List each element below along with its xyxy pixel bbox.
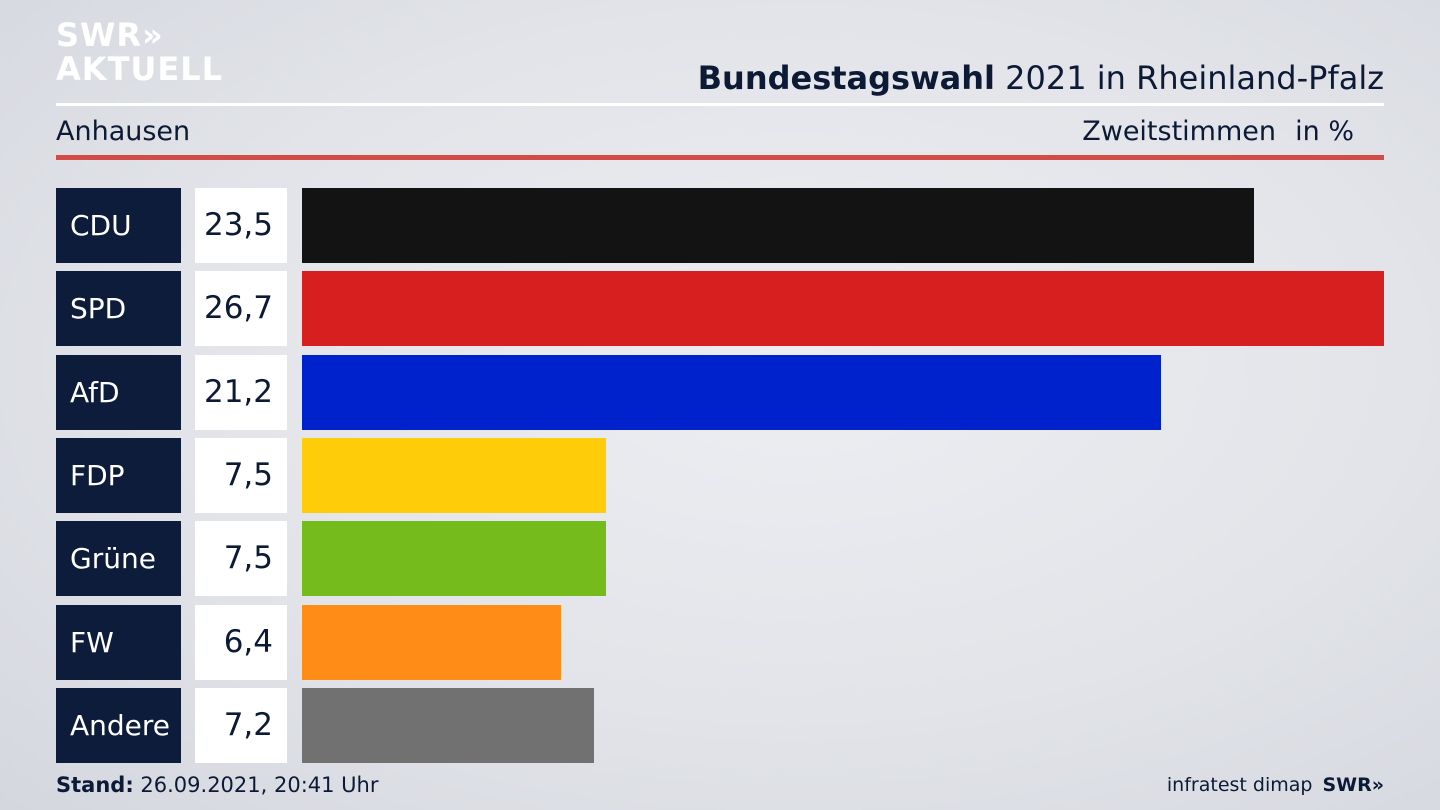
logo-line-aktuell: AKTUELL: [56, 50, 224, 88]
bar: [302, 438, 606, 513]
swr-aktuell-logo: SWR» AKTUELL: [56, 18, 226, 90]
party-label: Grüne: [56, 521, 181, 596]
bar-row: SPD 26,7: [0, 271, 1440, 346]
page-title: Bundestagswahl 2021 in Rheinland-Pfalz: [698, 56, 1384, 100]
source-credit: infratest dimap SWR»: [1167, 771, 1384, 799]
party-label: FW: [56, 605, 181, 680]
bar: [302, 271, 1384, 346]
bar: [302, 355, 1161, 430]
bar-row: CDU 23,5: [0, 188, 1440, 263]
value-label: 21,2: [195, 355, 287, 430]
title-bold: Bundestagswahl: [697, 59, 995, 97]
value-label: 7,5: [195, 438, 287, 513]
party-label: SPD: [56, 271, 181, 346]
party-label: CDU: [56, 188, 181, 263]
party-label: Andere: [56, 688, 181, 763]
source-name: infratest dimap: [1166, 774, 1313, 796]
bar: [302, 521, 606, 596]
metric-label: Zweitstimmen: [1082, 116, 1276, 147]
value-label: 7,5: [195, 521, 287, 596]
bar-row: FW 6,4: [0, 605, 1440, 680]
stand-value: 26.09.2021, 20:41 Uhr: [133, 773, 379, 797]
value-label: 6,4: [195, 605, 287, 680]
bar-row: AfD 21,2: [0, 355, 1440, 430]
bar-row: Grüne 7,5: [0, 521, 1440, 596]
accent-divider: [56, 155, 1384, 160]
bar: [302, 605, 561, 680]
logo-line-swr: SWR»: [56, 16, 164, 54]
title-rest: 2021 in Rheinland-Pfalz: [995, 59, 1384, 97]
region-name: Anhausen: [56, 116, 191, 147]
value-label: 23,5: [195, 188, 287, 263]
stand-label: Stand:: [56, 773, 134, 797]
header-divider: [56, 103, 1384, 106]
value-label: 7,2: [195, 688, 287, 763]
bar: [302, 188, 1254, 263]
value-label: 26,7: [195, 271, 287, 346]
party-label: FDP: [56, 438, 181, 513]
bar-row: Andere 7,2: [0, 688, 1440, 763]
bar: [302, 688, 594, 763]
timestamp: Stand: 26.09.2021, 20:41 Uhr: [56, 771, 379, 799]
swr-brand-logo: SWR»: [1322, 774, 1384, 796]
unit-label: in %: [1295, 116, 1354, 147]
party-label: AfD: [56, 355, 181, 430]
bar-row: FDP 7,5: [0, 438, 1440, 513]
